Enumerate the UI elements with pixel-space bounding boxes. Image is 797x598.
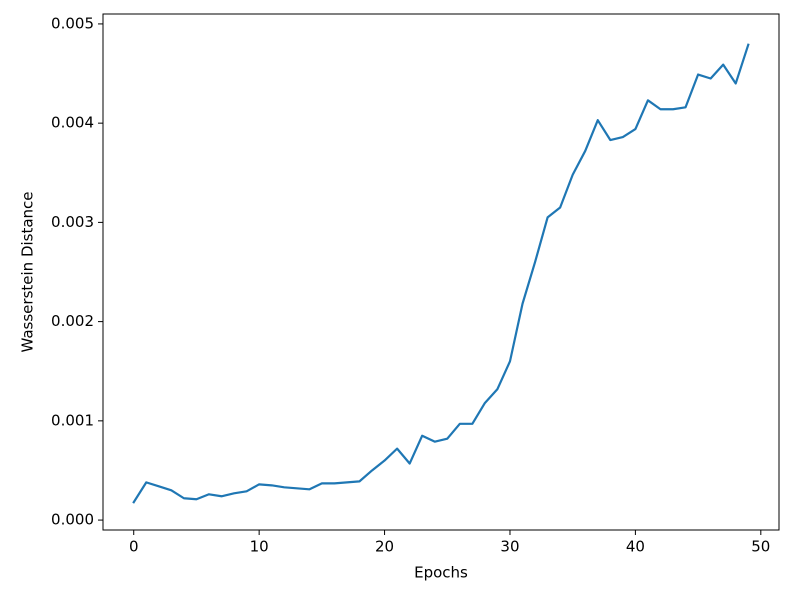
y-tick-label: 0.000: [51, 511, 94, 529]
x-tick-label: 20: [375, 538, 394, 556]
line-series: [132, 43, 750, 504]
x-tick-label: 10: [250, 538, 269, 556]
y-tick-label: 0.001: [51, 411, 94, 429]
x-tick-label: 50: [751, 538, 770, 556]
x-tick-label: 0: [129, 538, 139, 556]
y-axis-label: Wasserstein Distance: [19, 191, 37, 352]
x-axis-label: Epochs: [414, 564, 468, 582]
y-tick-label: 0.005: [51, 14, 94, 32]
y-tick-label: 0.002: [51, 312, 94, 330]
plot-frame: [102, 13, 780, 531]
x-tick-label: 40: [626, 538, 645, 556]
y-tick-label: 0.004: [51, 114, 94, 132]
y-tick-label: 0.003: [51, 213, 94, 231]
x-tick-label: 30: [500, 538, 519, 556]
